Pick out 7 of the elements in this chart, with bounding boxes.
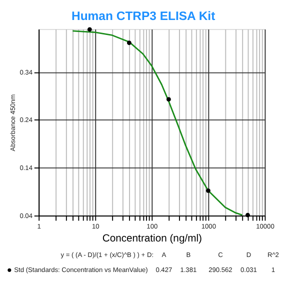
- point: [246, 212, 250, 218]
- point: [206, 188, 210, 193]
- point: [87, 27, 92, 32]
- point: [166, 97, 171, 102]
- chart-title: Human CTRP3 ELISA Kit: [71, 9, 216, 24]
- point: [126, 40, 132, 46]
- x-axis-title: Concentration (ng/ml): [102, 233, 202, 244]
